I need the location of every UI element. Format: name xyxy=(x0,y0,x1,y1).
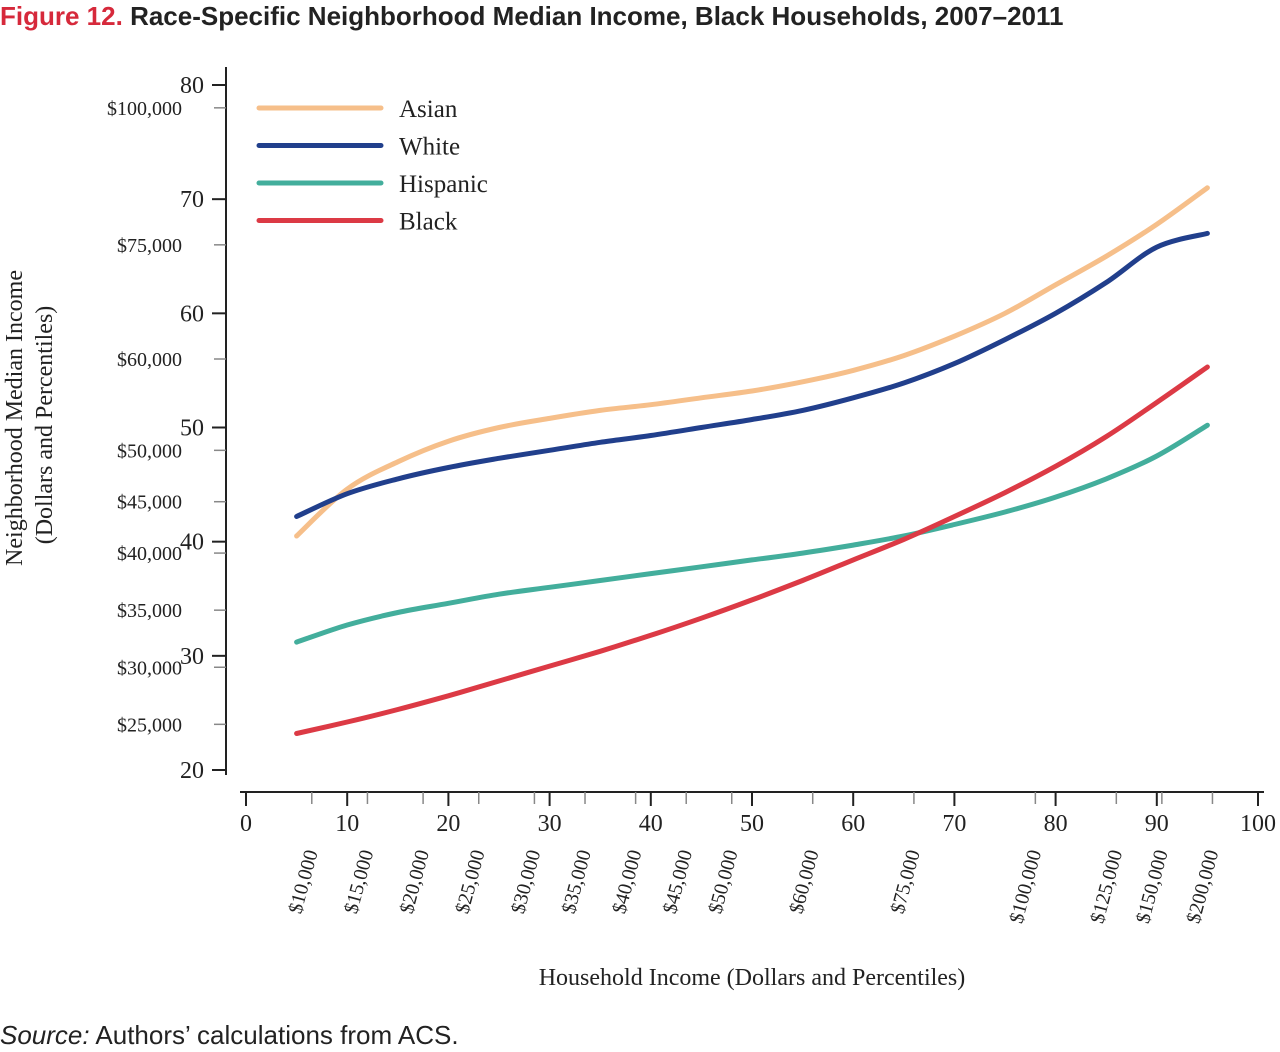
x-dollar-label-200-000: $200,000 xyxy=(1183,848,1224,926)
x-dollar-label-30-000: $30,000 xyxy=(507,848,545,916)
series-line-asian xyxy=(294,185,1210,539)
x-dollar-label-75-000: $75,000 xyxy=(887,848,925,916)
source-label: Source: xyxy=(0,1020,90,1050)
legend-label-black: Black xyxy=(399,209,458,236)
legend-label-hispanic: Hispanic xyxy=(399,171,488,198)
y-tick-label-40: 40 xyxy=(180,530,204,556)
legend-label-asian: Asian xyxy=(399,96,458,123)
figure-label: Figure 12. xyxy=(0,1,123,31)
x-dollar-label-150-000: $150,000 xyxy=(1132,848,1173,926)
source-text: Authors’ calculations from ACS. xyxy=(95,1020,459,1050)
series-line-black xyxy=(294,364,1210,736)
figure-title: Figure 12. Race-Specific Neighborhood Me… xyxy=(0,0,1063,32)
x-tick-label-30: 30 xyxy=(538,811,562,837)
figure-title-text: Race-Specific Neighborhood Median Income… xyxy=(130,1,1064,31)
x-dollar-label-40-000: $40,000 xyxy=(608,848,646,916)
y-dollar-label-40-000: $40,000 xyxy=(117,543,182,565)
y-dollar-label-60-000: $60,000 xyxy=(117,349,182,371)
x-axis-title: Household Income (Dollars and Percentile… xyxy=(539,965,966,991)
x-dollar-label-10-000: $10,000 xyxy=(285,848,323,916)
series-lines xyxy=(294,185,1210,736)
x-tick-label-20: 20 xyxy=(436,811,460,837)
x-tick-label-80: 80 xyxy=(1044,811,1068,837)
x-dollar-label-125-000: $125,000 xyxy=(1086,848,1127,926)
y-tick-label-60: 60 xyxy=(180,301,204,327)
x-dollar-label-25-000: $25,000 xyxy=(452,848,490,916)
x-dollar-label-60-000: $60,000 xyxy=(785,848,823,916)
legend-label-white: White xyxy=(399,134,460,161)
x-tick-label-90: 90 xyxy=(1145,811,1169,837)
x-dollar-label-50-000: $50,000 xyxy=(705,848,743,916)
y-tick-label-70: 70 xyxy=(180,187,204,213)
x-tick-label-0: 0 xyxy=(240,811,252,837)
y-tick-label-80: 80 xyxy=(180,73,204,99)
x-tick-label-50: 50 xyxy=(740,811,764,837)
y-dollar-label-50-000: $50,000 xyxy=(117,440,182,462)
series-line-white xyxy=(294,230,1210,519)
x-dollar-label-45-000: $45,000 xyxy=(659,848,697,916)
y-dollar-label-35-000: $35,000 xyxy=(117,600,182,622)
y-tick-label-30: 30 xyxy=(180,644,204,670)
chart-axes: 20304050607080$100,000$75,000$60,000$50,… xyxy=(107,67,1276,926)
x-tick-label-100: 100 xyxy=(1240,811,1276,837)
y-axis-title: Neighborhood Median Income xyxy=(2,270,28,566)
x-dollar-label-20-000: $20,000 xyxy=(396,848,434,916)
y-dollar-label-75-000: $75,000 xyxy=(117,235,182,257)
source-note: Source: Authors’ calculations from ACS. xyxy=(0,1018,459,1052)
line-chart: 20304050607080$100,000$75,000$60,000$50,… xyxy=(2,67,1276,991)
y-tick-label-20: 20 xyxy=(180,758,204,784)
x-tick-label-40: 40 xyxy=(639,811,663,837)
y-dollar-label-30-000: $30,000 xyxy=(117,657,182,679)
y-dollar-label-25-000: $25,000 xyxy=(117,714,182,736)
y-dollar-label-100-000: $100,000 xyxy=(107,98,182,120)
x-dollar-label-100-000: $100,000 xyxy=(1006,848,1047,926)
x-tick-label-60: 60 xyxy=(841,811,865,837)
x-dollar-label-35-000: $35,000 xyxy=(558,848,596,916)
y-tick-label-50: 50 xyxy=(180,416,204,442)
chart-legend: Asian White Hispanic Black xyxy=(256,96,488,236)
x-tick-label-70: 70 xyxy=(942,811,966,837)
x-tick-label-10: 10 xyxy=(335,811,359,837)
x-dollar-label-15-000: $15,000 xyxy=(340,848,378,916)
y-dollar-label-45-000: $45,000 xyxy=(117,492,182,514)
series-line-hispanic xyxy=(294,422,1210,645)
y-axis-subtitle: (Dollars and Percentiles) xyxy=(32,306,58,545)
